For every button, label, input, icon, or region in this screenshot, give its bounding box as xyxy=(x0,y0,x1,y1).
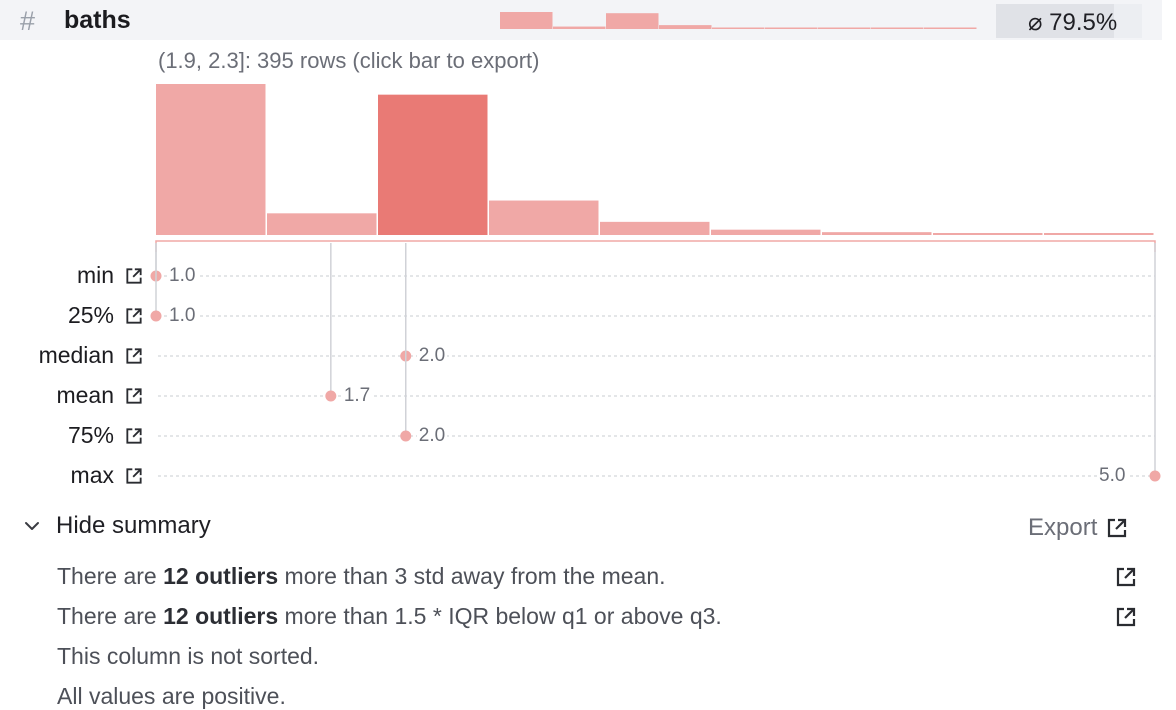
summary-message-text: more than 1.5 * IQR below q1 or above q3… xyxy=(278,603,722,629)
column-header: # baths ⌀ 79.5% xyxy=(0,0,1162,40)
external-link-icon xyxy=(1116,567,1136,587)
mini-histogram-bar xyxy=(924,27,977,29)
mini-histogram-bar xyxy=(553,26,606,29)
summary-message-text: more than 3 std away from the mean. xyxy=(278,563,666,589)
histogram-bar[interactable] xyxy=(600,221,710,235)
chevron-down-icon xyxy=(25,522,39,530)
stat-label-q3: 75% xyxy=(67,422,114,448)
distribution-chart xyxy=(150,84,1161,482)
export-mean-button[interactable] xyxy=(124,386,144,406)
stat-value-median: 2.0 xyxy=(416,345,448,367)
stat-marker-max xyxy=(1149,470,1161,482)
external-link-icon xyxy=(126,308,142,324)
histogram-bar[interactable] xyxy=(489,200,599,235)
stat-label-max: max xyxy=(70,462,114,488)
stat-marker-mean xyxy=(325,390,337,402)
stat-marker-q1 xyxy=(150,310,162,322)
mini-histogram-bar xyxy=(712,27,765,29)
stat-label-mean: mean xyxy=(56,382,114,408)
stat-value-max: 5.0 xyxy=(1097,465,1128,487)
histogram-bar[interactable] xyxy=(1044,233,1154,235)
external-link-icon xyxy=(126,348,142,364)
mini-histogram-bar xyxy=(659,25,712,29)
mini-histogram-bar xyxy=(500,12,553,29)
mini-histogram xyxy=(500,12,977,29)
mini-histogram-bar xyxy=(606,13,659,29)
column-name: baths xyxy=(64,6,131,34)
outlier-count: 12 outliers xyxy=(163,563,279,589)
null-percent-text: ⌀ 79.5% xyxy=(1028,9,1118,36)
external-link-icon xyxy=(1116,607,1136,627)
export-q3-button[interactable] xyxy=(124,426,144,446)
stat-value-q3: 2.0 xyxy=(416,425,448,447)
hide-summary-label: Hide summary xyxy=(56,512,211,539)
hash-icon: # xyxy=(20,6,36,36)
hide-summary-toggle[interactable]: Hide summary xyxy=(22,512,211,540)
mini-histogram-bar xyxy=(871,27,924,29)
summary-message-text: There are xyxy=(57,603,164,629)
histogram-bar[interactable] xyxy=(711,229,821,235)
summary-message: There are 12 outliers more than 3 std aw… xyxy=(57,563,666,590)
stat-label-min: min xyxy=(76,262,114,288)
mini-histogram-bar xyxy=(765,27,818,29)
external-link-icon xyxy=(126,268,142,284)
range-bracket xyxy=(155,240,1156,252)
stat-value-mean: 1.7 xyxy=(341,385,373,407)
export-outliers-button[interactable] xyxy=(1114,565,1138,589)
stat-value-q1: 1.0 xyxy=(167,305,198,327)
external-link-icon xyxy=(126,388,142,404)
summary-message: There are 12 outliers more than 1.5 * IQ… xyxy=(57,603,722,630)
histogram-bar[interactable] xyxy=(267,213,377,235)
summary-message-text: This column is not sorted. xyxy=(57,643,320,669)
histogram-bar[interactable] xyxy=(378,94,488,236)
export-outliers-button[interactable] xyxy=(1114,605,1138,629)
stat-value-min: 1.0 xyxy=(167,265,198,287)
external-link-icon xyxy=(126,428,142,444)
null-percent-remainder xyxy=(1114,4,1142,38)
histogram-bar[interactable] xyxy=(156,84,266,235)
export-label: Export xyxy=(1028,514,1098,541)
summary-message-text: There are xyxy=(57,563,164,589)
export-min-button[interactable] xyxy=(124,266,144,286)
summary-message: This column is not sorted. xyxy=(57,643,319,670)
histogram-bar[interactable] xyxy=(933,233,1043,235)
export-median-button[interactable] xyxy=(124,346,144,366)
stat-label-median: median xyxy=(38,342,114,368)
outlier-count: 12 outliers xyxy=(163,603,279,629)
summary-message-text: All values are positive. xyxy=(57,683,286,709)
external-link-icon xyxy=(126,468,142,484)
stat-marker-q3 xyxy=(400,430,412,442)
external-link-icon xyxy=(1108,518,1127,538)
export-button[interactable]: Export xyxy=(1028,514,1129,542)
histogram-bar[interactable] xyxy=(822,232,932,235)
stat-label-q1: 25% xyxy=(67,302,114,328)
summary-message: All values are positive. xyxy=(57,683,286,710)
null-percent-badge xyxy=(996,4,1142,38)
mini-histogram-bar xyxy=(818,27,871,29)
export-q1-button[interactable] xyxy=(124,306,144,326)
export-max-button[interactable] xyxy=(124,466,144,486)
histogram-hover-label: (1.9, 2.3]: 395 rows (click bar to expor… xyxy=(158,48,540,73)
